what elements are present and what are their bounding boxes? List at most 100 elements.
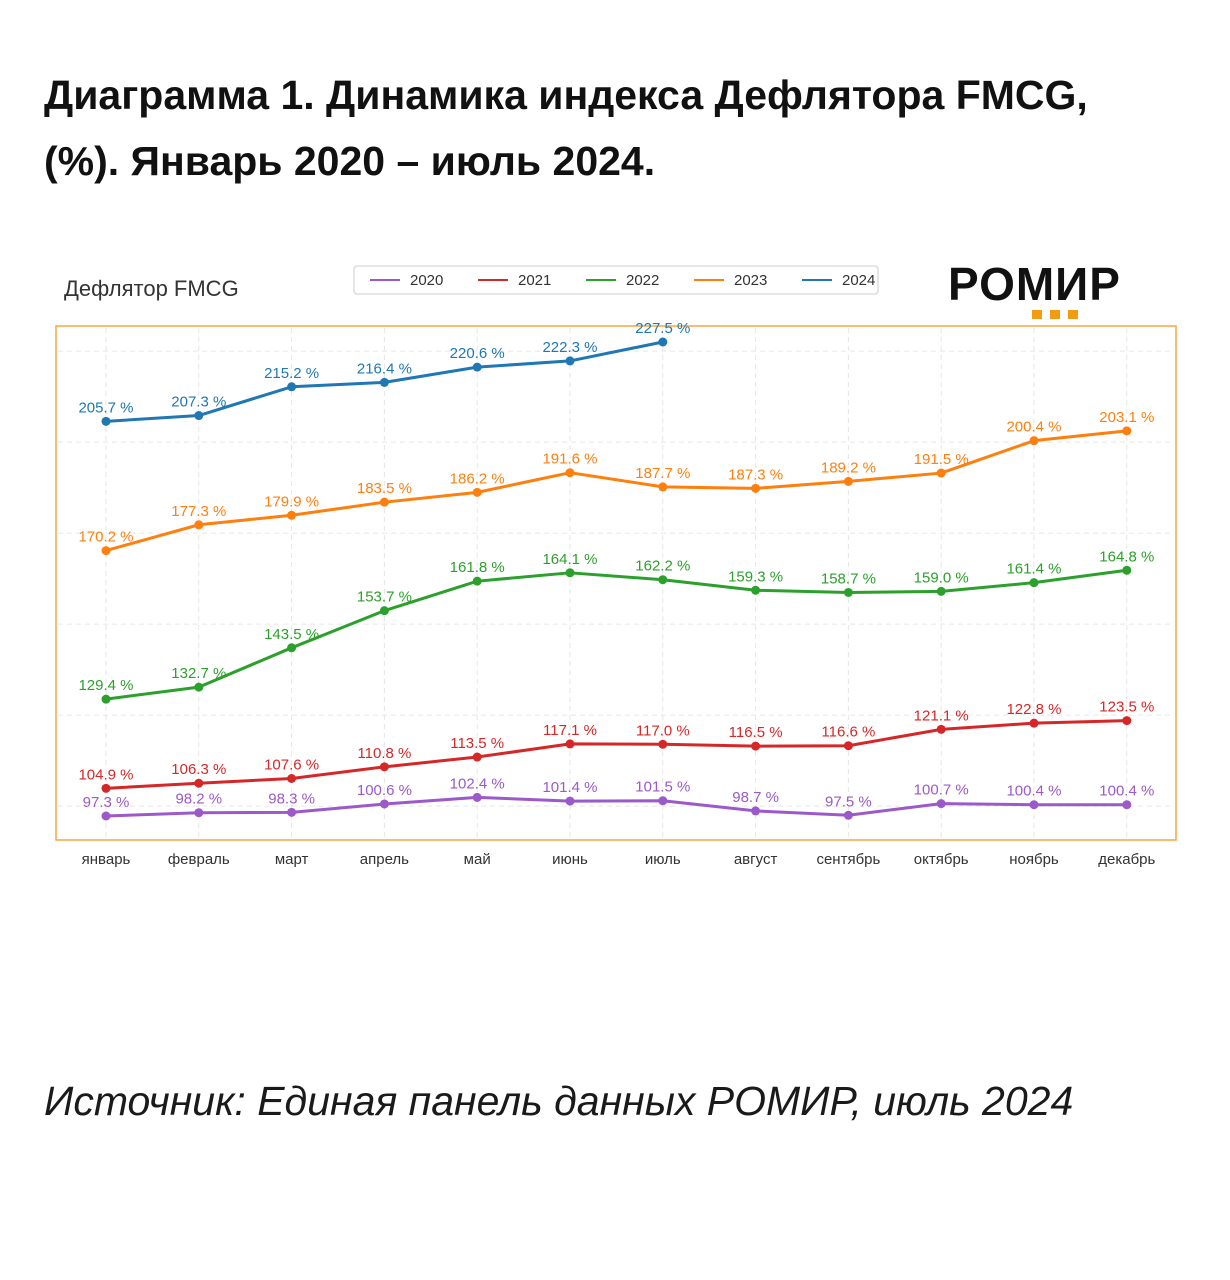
data-point (658, 796, 668, 806)
data-label: 164.8 % (1099, 548, 1154, 565)
logo-dot (1032, 310, 1042, 319)
data-point (936, 799, 946, 809)
data-point (1029, 578, 1039, 588)
data-label: 117.0 % (636, 722, 690, 739)
data-point (101, 694, 111, 704)
data-label: 101.4 % (542, 779, 597, 796)
x-tick-label: июль (645, 851, 681, 868)
data-label: 100.4 % (1099, 783, 1154, 800)
x-tick-label: апрель (360, 851, 409, 868)
data-point (843, 810, 853, 820)
data-point (472, 792, 482, 802)
data-label: 98.3 % (268, 790, 315, 807)
data-point (565, 468, 575, 478)
data-label: 143.5 % (264, 626, 319, 643)
data-point (379, 377, 389, 387)
data-point (565, 739, 575, 749)
data-label: 187.7 % (635, 465, 690, 482)
data-point (379, 497, 389, 507)
data-label: 98.7 % (732, 789, 779, 806)
data-point (379, 606, 389, 616)
data-point (843, 587, 853, 597)
data-point (658, 575, 668, 585)
data-label: 117.1 % (543, 722, 597, 739)
data-point (472, 752, 482, 762)
data-label: 191.5 % (914, 451, 969, 468)
data-point (287, 382, 297, 392)
data-label: 161.4 % (1006, 561, 1061, 578)
data-label: 116.5 % (729, 724, 783, 741)
data-point (1029, 718, 1039, 728)
data-point (1122, 716, 1132, 726)
data-point (751, 741, 761, 751)
series-2022: 129.4 % 132.7 % 143.5 % 153.7 % 161.8 % 164.1… (78, 548, 1154, 704)
data-point (472, 362, 482, 372)
data-point (658, 739, 668, 749)
data-label: 183.5 % (357, 480, 412, 497)
data-label: 97.3 % (83, 794, 130, 811)
legend-label: 2020 (410, 272, 443, 289)
data-point (843, 476, 853, 486)
data-point (101, 783, 111, 793)
data-point (287, 510, 297, 520)
data-label: 177.3 % (171, 503, 226, 520)
data-label: 170.2 % (78, 529, 133, 546)
legend-label: 2024 (842, 272, 875, 289)
data-point (936, 468, 946, 478)
data-point (565, 568, 575, 578)
series-line (104, 429, 1129, 553)
chart-title: Дефлятор FMCG (64, 276, 239, 301)
data-point (472, 487, 482, 497)
data-point (751, 806, 761, 816)
data-point (194, 808, 204, 818)
series-2020: 97.3 % 98.2 % 98.3 % 100.6 % 102.4 % 101.4 % 1… (83, 775, 1154, 821)
data-label: 100.4 % (1006, 783, 1061, 800)
document-title: Диаграмма 1. Динамика индекса Дефлятора … (44, 72, 1088, 184)
x-tick-label: январь (82, 851, 131, 868)
data-label: 227.5 % (635, 320, 690, 337)
data-point (1029, 436, 1039, 446)
logo-text: РОМИР (948, 258, 1121, 310)
data-label: 207.3 % (171, 394, 226, 411)
data-point (565, 356, 575, 366)
data-label: 200.4 % (1006, 419, 1061, 436)
data-label: 116.6 % (821, 724, 875, 741)
data-point (936, 586, 946, 596)
data-label: 98.2 % (175, 791, 222, 808)
data-point (194, 520, 204, 530)
data-point (472, 576, 482, 586)
data-label: 121.1 % (914, 707, 969, 724)
data-label: 153.7 % (357, 589, 412, 606)
data-label: 215.2 % (264, 365, 319, 382)
data-point (287, 774, 297, 784)
logo-dot (1050, 310, 1060, 319)
data-label: 216.4 % (357, 360, 412, 377)
legend: 2020 2021 2022 2023 2024 (370, 272, 875, 289)
data-label: 106.3 % (171, 761, 226, 778)
plot-area (55, 325, 1177, 841)
series-line (104, 795, 1129, 818)
data-point (1122, 800, 1132, 810)
data-label: 101.5 % (635, 779, 690, 796)
legend-label: 2021 (518, 272, 551, 289)
data-label: 159.3 % (728, 568, 783, 585)
data-point (287, 807, 297, 817)
data-label: 161.8 % (450, 559, 505, 576)
x-tick-label: август (734, 851, 778, 868)
data-label: 122.8 % (1006, 701, 1061, 718)
series-2023: 170.2 % 177.3 % 179.9 % 183.5 % 186.2 % 191.6… (78, 409, 1154, 556)
x-tick-label: февраль (168, 851, 230, 868)
data-point (101, 546, 111, 556)
data-point (101, 811, 111, 821)
x-tick-label: март (275, 851, 309, 868)
data-label: 162.2 % (635, 558, 690, 575)
data-label: 104.9 % (78, 766, 133, 783)
data-label: 179.9 % (264, 493, 319, 510)
data-label: 100.6 % (357, 782, 412, 799)
data-label: 97.5 % (825, 793, 872, 810)
series-layer: 97.3 % 98.2 % 98.3 % 100.6 % 102.4 % 101.4 % 1… (78, 320, 1154, 821)
data-point (751, 585, 761, 595)
data-point (751, 483, 761, 493)
data-label: 107.6 % (264, 757, 319, 774)
data-label: 129.4 % (78, 677, 133, 694)
